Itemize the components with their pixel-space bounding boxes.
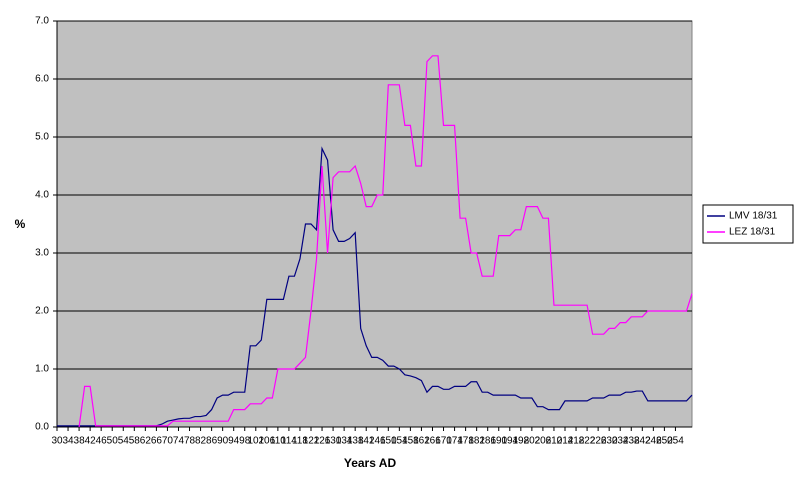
x-tick-label: 70 <box>162 436 174 447</box>
y-tick-label: 5.0 <box>35 132 49 143</box>
legend-box <box>702 204 794 244</box>
x-tick-label: 66 <box>151 436 163 447</box>
x-tick-label: 30 <box>51 436 63 447</box>
x-tick-label: 50 <box>107 436 119 447</box>
x-tick-label: 234 <box>612 436 629 447</box>
x-tick-label: 218 <box>568 436 585 447</box>
x-tick-label: 194 <box>501 436 518 447</box>
x-axis-title: Years AD <box>344 456 397 470</box>
series-line <box>78 55 693 428</box>
x-tick-label: 54 <box>118 436 130 447</box>
x-tick-label: 74 <box>173 436 185 447</box>
x-tick-label: 230 <box>601 436 618 447</box>
x-tick-label: 242 <box>634 436 651 447</box>
x-tick-label: 98 <box>239 436 251 447</box>
x-tick-label: 118 <box>292 436 308 447</box>
x-tick-label: 214 <box>557 436 574 447</box>
x-tick-label: 38 <box>74 436 86 447</box>
x-tick-label: 238 <box>623 436 640 447</box>
x-tick-label: 134 <box>336 436 353 447</box>
x-tick-label: 206 <box>535 436 552 447</box>
x-tick-label: 198 <box>512 436 529 447</box>
x-tick-label: 34 <box>62 436 74 447</box>
x-tick-label: 174 <box>446 436 463 447</box>
x-tick-label: 246 <box>645 436 662 447</box>
x-tick-label: 106 <box>258 436 275 447</box>
x-tick-label: 82 <box>195 436 207 447</box>
x-tick-label: 46 <box>96 436 108 447</box>
x-tick-label: 142 <box>358 436 375 447</box>
x-tick-label: 90 <box>217 436 229 447</box>
x-tick-label: 146 <box>369 436 386 447</box>
x-tick-label: 210 <box>546 436 563 447</box>
x-tick-label: 150 <box>380 436 397 447</box>
x-tick-label: 86 <box>206 436 218 447</box>
x-tick-label: 182 <box>468 436 485 447</box>
x-tick-label: 190 <box>490 436 507 447</box>
x-tick-label: 202 <box>524 436 541 447</box>
x-tick-label: 130 <box>325 436 342 447</box>
x-tick-label: 42 <box>85 436 97 447</box>
x-tick-label: 154 <box>391 436 408 447</box>
x-tick-label: 114 <box>281 436 297 447</box>
y-axis-title: % <box>15 217 26 231</box>
y-tick-label: 1.0 <box>35 364 49 375</box>
x-tick-label: 78 <box>184 436 196 447</box>
x-tick-label: 170 <box>435 436 452 447</box>
x-tick-label: 178 <box>457 436 474 447</box>
x-tick-label: 158 <box>402 436 419 447</box>
x-tick-label: 250 <box>656 436 673 447</box>
x-tick-label: 226 <box>590 436 607 447</box>
legend-label: LEZ 18/31 <box>729 227 776 238</box>
x-tick-label: 126 <box>314 436 331 447</box>
series-line <box>57 146 693 427</box>
x-tick-label: 62 <box>140 436 152 447</box>
legend-label: LMV 18/31 <box>729 211 778 222</box>
y-tick-label: 4.0 <box>35 190 49 201</box>
x-tick-label: 186 <box>479 436 496 447</box>
y-tick-label: 6.0 <box>35 74 49 85</box>
x-tick-label: 58 <box>129 436 141 447</box>
x-tick-label: 110 <box>270 436 286 447</box>
y-tick-label: 3.0 <box>35 248 49 259</box>
x-tick-label: 162 <box>413 436 430 447</box>
x-tick-label: 166 <box>424 436 441 447</box>
y-tick-label: 7.0 <box>35 16 49 27</box>
x-tick-label: 138 <box>347 436 364 447</box>
plot-area <box>56 20 693 428</box>
x-tick-label: 254 <box>667 436 684 447</box>
x-tick-label: 102 <box>247 436 264 447</box>
x-tick-label: 222 <box>579 436 596 447</box>
x-tick-label: 122 <box>303 436 320 447</box>
x-tick-label: 94 <box>228 436 240 447</box>
y-tick-label: 0.0 <box>35 422 49 433</box>
y-tick-label: 2.0 <box>35 306 49 317</box>
